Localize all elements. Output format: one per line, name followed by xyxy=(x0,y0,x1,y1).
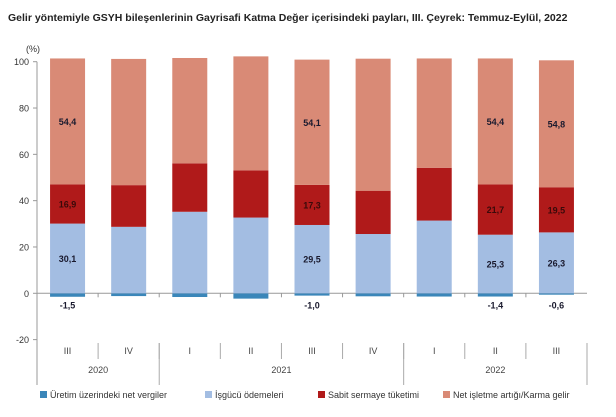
data-label: -1,0 xyxy=(304,300,320,310)
y-tick-label: 20 xyxy=(19,242,29,252)
bar-segment xyxy=(172,211,208,294)
bar-segment xyxy=(477,184,513,235)
bar-segment xyxy=(111,185,147,227)
data-label: 17,3 xyxy=(303,200,321,210)
legend-label: Sabit sermaye tüketimi xyxy=(328,390,419,400)
x-category-label: II xyxy=(493,346,498,356)
x-category-label: III xyxy=(308,346,316,356)
year-label: 2021 xyxy=(271,365,291,375)
x-category-label: III xyxy=(553,346,561,356)
x-category-label: I xyxy=(433,346,436,356)
bar-segment xyxy=(50,223,86,294)
y-tick-label: 100 xyxy=(14,57,29,67)
x-category-label: IV xyxy=(124,346,133,356)
bar-segment xyxy=(111,226,147,294)
bar-segment xyxy=(416,167,452,221)
chart-title: Gelir yöntemiyle GSYH bileşenlerinin Gay… xyxy=(8,12,568,24)
bar-segment xyxy=(416,58,452,168)
data-label: 30,1 xyxy=(59,254,77,264)
bar-segment xyxy=(355,234,391,294)
bar-segment xyxy=(538,60,574,188)
year-label: 2022 xyxy=(485,365,505,375)
y-axis-unit: (%) xyxy=(26,44,40,54)
bar-segment xyxy=(172,163,208,212)
bar-segment xyxy=(477,293,513,297)
y-tick-label: 40 xyxy=(19,196,29,206)
legend-swatch xyxy=(40,391,47,398)
data-label: 29,5 xyxy=(303,255,321,265)
data-label: -1,4 xyxy=(488,300,504,310)
bar-segment xyxy=(416,220,452,294)
data-label: 54,8 xyxy=(548,119,566,129)
bar-segment xyxy=(294,224,330,294)
year-label: 2020 xyxy=(88,365,108,375)
bar-segment xyxy=(538,187,574,233)
data-label: 54,1 xyxy=(303,118,321,128)
bar-segment xyxy=(355,293,391,297)
bar-segment xyxy=(233,56,269,171)
bar-segment xyxy=(111,58,147,186)
x-category-label: IV xyxy=(369,346,378,356)
bar-segment xyxy=(294,59,330,185)
bar-segment xyxy=(538,293,574,295)
legend-swatch xyxy=(443,391,450,398)
bar-segment xyxy=(477,58,513,185)
data-label: 21,7 xyxy=(487,205,505,215)
y-tick-label: 80 xyxy=(19,104,29,114)
bar-segment xyxy=(538,232,574,294)
data-label: 19,5 xyxy=(548,205,566,215)
legend-swatch xyxy=(205,391,212,398)
legend-label: Üretim üzerindeki net vergiler xyxy=(50,390,167,400)
bar-segment xyxy=(294,184,330,225)
bar-segment xyxy=(233,170,269,218)
data-label: -1,5 xyxy=(60,300,76,310)
bar-segment xyxy=(50,58,86,185)
bar-segment xyxy=(172,293,208,298)
legend-label: Net işletme artığı/Karma gelir xyxy=(453,390,570,400)
data-label: 16,9 xyxy=(59,200,77,210)
bar-segment xyxy=(355,58,391,191)
x-category-label: III xyxy=(64,346,72,356)
x-category-label: II xyxy=(248,346,253,356)
data-label: 26,3 xyxy=(548,258,566,268)
bar-segment xyxy=(416,293,452,297)
data-label: 54,4 xyxy=(487,117,505,127)
bar-segment xyxy=(294,293,330,296)
y-tick-label: -20 xyxy=(16,335,29,345)
bar-segment xyxy=(172,57,208,164)
bar-segment xyxy=(233,217,269,294)
data-label: 54,4 xyxy=(59,117,77,127)
x-category-label: I xyxy=(189,346,192,356)
y-tick-label: 60 xyxy=(19,150,29,160)
legend-swatch xyxy=(318,391,325,398)
bar-segment xyxy=(233,293,269,299)
data-label: -0,6 xyxy=(549,300,565,310)
bar-segment xyxy=(50,293,86,297)
bar-segment xyxy=(477,234,513,294)
bar-segment xyxy=(355,190,391,235)
bar-segment xyxy=(50,184,86,224)
data-label: 25,3 xyxy=(487,260,505,270)
bar-segment xyxy=(111,293,147,297)
legend-label: İşgücü ödemeleri xyxy=(215,390,284,400)
y-tick-label: 0 xyxy=(24,289,29,299)
